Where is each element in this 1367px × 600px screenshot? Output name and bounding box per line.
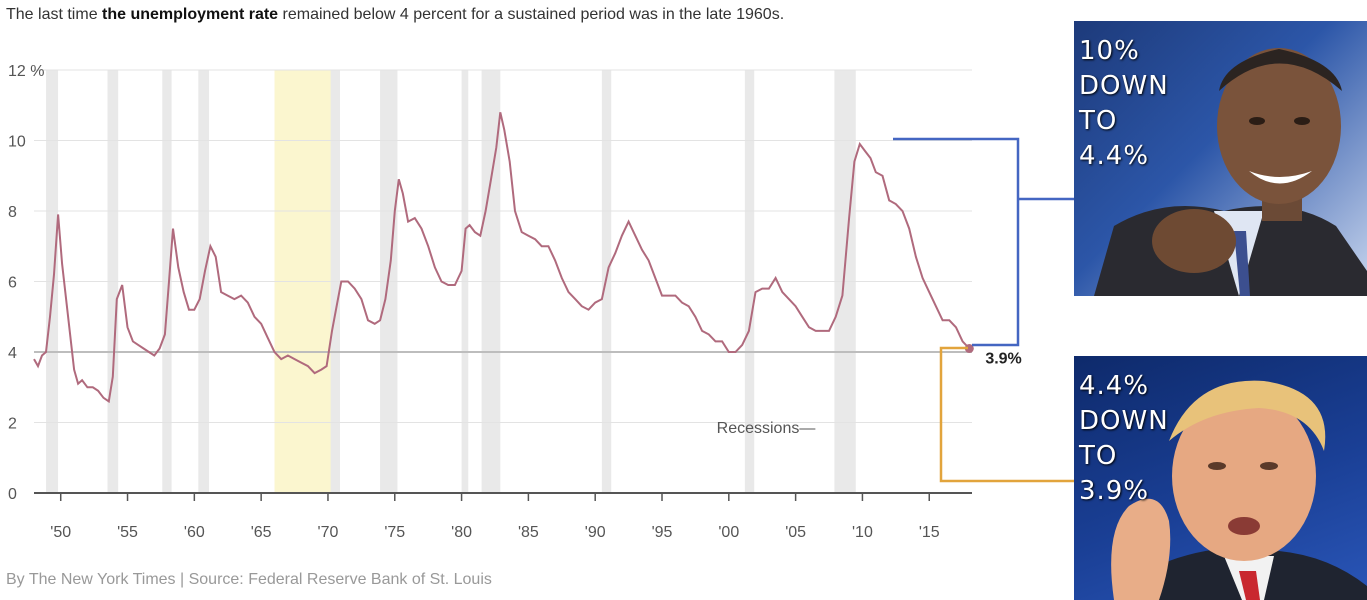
x-tick-label: '70 [318, 524, 339, 541]
trump-bracket [939, 346, 1074, 483]
x-tick-label: '55 [117, 524, 138, 541]
x-tick-label: '95 [652, 524, 673, 541]
x-tick-label: '85 [518, 524, 539, 541]
trump-caption: 4.4% DOWN TO 3.9% [1079, 369, 1169, 509]
x-axis-ticks: '50 '55 '60 '65 '70 '75 '80 '85 '90 '95 '00 '05 '10 '… [50, 493, 940, 541]
obama-bracket [893, 137, 1074, 347]
trump-caption-line: 4.4% [1079, 371, 1150, 401]
obama-caption: 10% DOWN TO 4.4% [1079, 34, 1169, 174]
obama-caption-line: 4.4% [1079, 141, 1150, 171]
source-credit: By The New York Times | Source: Federal … [6, 571, 492, 588]
y-tick-label: 2 [8, 416, 17, 433]
latest-value-dot [964, 343, 974, 353]
y-tick-label: 0 [8, 486, 17, 503]
x-tick-label: '05 [785, 524, 806, 541]
trump-caption-line: TO [1079, 441, 1118, 471]
x-tick-label: '00 [718, 524, 739, 541]
headline-emphasis: the unemployment rate [102, 6, 279, 23]
obama-photo-panel: 10% DOWN TO 4.4% [1074, 21, 1367, 296]
grid-lines [34, 69, 972, 494]
recessions-legend-label: Recessions— [717, 420, 816, 437]
obama-caption-line: 10% [1079, 36, 1140, 66]
unemployment-rate-line [33, 112, 971, 404]
obama-caption-line: TO [1079, 106, 1118, 136]
y-tick-label: 8 [8, 204, 17, 221]
obama-caption-line: DOWN [1079, 71, 1169, 101]
x-tick-label: '10 [852, 524, 873, 541]
x-tick-label: '65 [251, 524, 272, 541]
latest-value-label: 3.9% [985, 350, 1021, 367]
x-tick-label: '60 [184, 524, 205, 541]
trump-photo-panel: 4.4% DOWN TO 3.9% [1074, 356, 1367, 600]
x-tick-label: '75 [384, 524, 405, 541]
y-tick-label: 12 % [8, 63, 44, 80]
trump-caption-line: DOWN [1079, 406, 1169, 436]
x-tick-label: '50 [50, 524, 71, 541]
headline-end: remained below 4 percent for a sustained… [278, 6, 785, 23]
y-axis-ticks: 12 % 10 8 6 4 2 0 [8, 63, 44, 503]
y-tick-label: 6 [8, 275, 17, 292]
obama-portrait-icon [1094, 48, 1367, 296]
chart-headline: The last time the unemployment rate rema… [6, 6, 784, 24]
trump-portrait-icon [1111, 380, 1367, 600]
x-tick-label: '90 [585, 524, 606, 541]
x-tick-label: '80 [451, 524, 472, 541]
headline-start: The last time [6, 6, 103, 23]
y-tick-label: 4 [8, 345, 17, 362]
trump-caption-line: 3.9% [1079, 476, 1150, 506]
y-tick-label: 10 [8, 134, 26, 151]
x-tick-label: '15 [919, 524, 940, 541]
